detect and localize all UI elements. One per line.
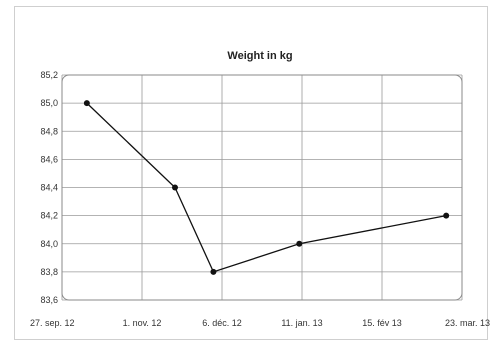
y-tick-label: 85,2 bbox=[40, 70, 58, 80]
x-tick-label: 23. mar. 13 bbox=[445, 318, 490, 328]
plot-area-border bbox=[61, 74, 463, 301]
data-point bbox=[171, 184, 178, 191]
y-tick-label: 84,6 bbox=[40, 154, 58, 164]
y-tick-label: 84,0 bbox=[40, 239, 58, 249]
y-tick-label: 83,6 bbox=[40, 295, 58, 305]
y-axis-tick-labels: 85,2 85,0 84,8 84,6 84,4 84,2 84,0 83,8 83,6 bbox=[40, 70, 58, 305]
y-tick-label: 83,8 bbox=[40, 267, 58, 277]
data-point bbox=[296, 240, 303, 247]
grid-lines bbox=[61, 74, 463, 301]
x-tick-label: 27. sep. 12 bbox=[30, 318, 75, 328]
y-tick-label: 84,2 bbox=[40, 211, 58, 221]
x-tick-label: 15. fév 13 bbox=[362, 318, 402, 328]
x-tick-label: 6. déc. 12 bbox=[202, 318, 242, 328]
data-point bbox=[210, 268, 217, 275]
y-tick-label: 85,0 bbox=[40, 98, 58, 108]
y-tick-label: 84,8 bbox=[40, 126, 58, 136]
series-layer bbox=[83, 100, 450, 275]
data-point bbox=[443, 212, 450, 219]
x-axis-tick-labels: 27. sep. 12 1. nov. 12 6. déc. 12 11. jan. … bbox=[30, 318, 490, 328]
x-tick-label: 11. jan. 13 bbox=[281, 318, 322, 328]
y-tick-label: 84,4 bbox=[40, 183, 58, 193]
x-tick-label: 1. nov. 12 bbox=[123, 318, 162, 328]
chart-title: Weight in kg bbox=[227, 50, 293, 62]
data-point bbox=[83, 100, 90, 107]
chart-frame bbox=[14, 6, 488, 340]
